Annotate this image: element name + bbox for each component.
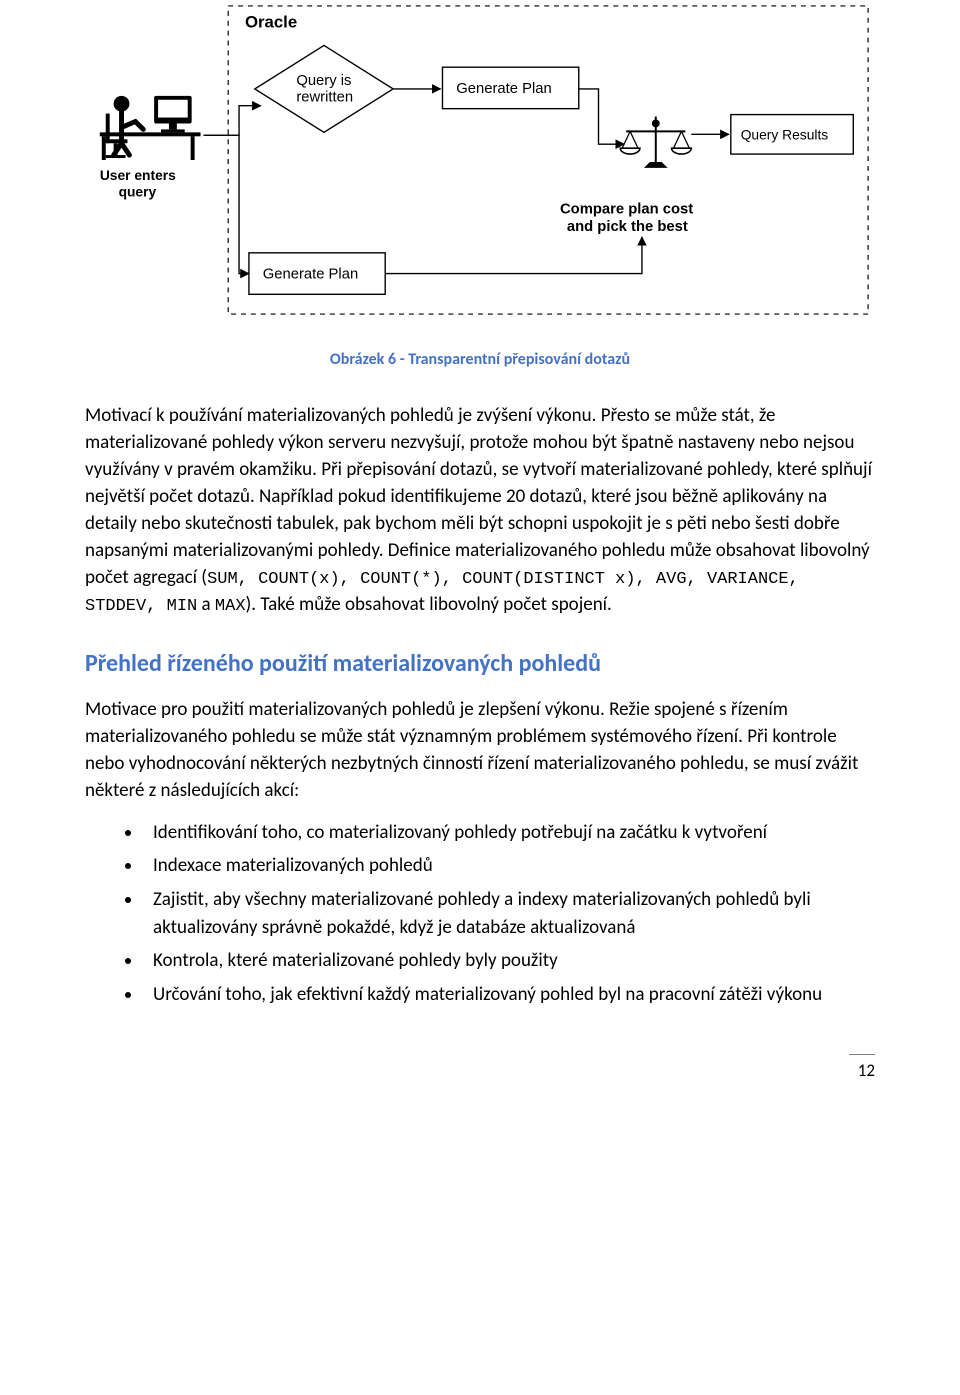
user-icon bbox=[100, 96, 201, 160]
svg-text:rewritten: rewritten bbox=[296, 90, 353, 106]
box-generate-plan-bottom: Generate Plan bbox=[249, 253, 385, 294]
figure-caption: Obrázek 6 - Transparentní přepisování do… bbox=[85, 350, 875, 369]
section-heading: Přehled řízeného použití materializovaný… bbox=[85, 649, 875, 678]
box-generate-plan-top: Generate Plan bbox=[442, 67, 578, 108]
paragraph-2: Motivace pro použití materializovaných p… bbox=[85, 697, 875, 805]
para1-suffix: ). Také může obsahovat libovolný počet s… bbox=[246, 593, 612, 616]
svg-text:Generate Plan: Generate Plan bbox=[456, 81, 551, 97]
compare-label-2: and pick the best bbox=[567, 219, 688, 235]
svg-text:Query is: Query is bbox=[296, 73, 351, 89]
list-item: Určování toho, jak efektivní každý mater… bbox=[143, 981, 875, 1009]
document-page: Oracle Use bbox=[0, 0, 960, 1154]
list-item: Indexace materializovaných pohledů bbox=[143, 852, 875, 880]
compare-label-1: Compare plan cost bbox=[560, 201, 693, 217]
para1-mid: a bbox=[197, 593, 215, 616]
footer-rule bbox=[849, 1054, 875, 1055]
diamond-query-rewritten: Query is rewritten bbox=[255, 45, 393, 132]
scales-icon bbox=[620, 117, 691, 168]
paragraph-1: Motivací k používání materializovaných p… bbox=[85, 403, 875, 619]
page-footer: 12 bbox=[85, 1054, 875, 1094]
list-item: Zajistit, aby všechny materializované po… bbox=[143, 886, 875, 941]
box-query-results: Query Results bbox=[731, 115, 853, 154]
diagram-container: Oracle Use bbox=[85, 0, 875, 322]
para1-code2: MAX bbox=[215, 597, 246, 616]
user-label-1: User enters bbox=[100, 167, 176, 183]
page-number: 12 bbox=[858, 1060, 875, 1081]
user-label-2: query bbox=[119, 184, 157, 200]
flowchart-svg: Oracle Use bbox=[85, 0, 875, 322]
list-item: Identifikování toho, co materializovaný … bbox=[143, 819, 875, 847]
bullet-list: Identifikování toho, co materializovaný … bbox=[85, 819, 875, 1008]
svg-text:Generate Plan: Generate Plan bbox=[263, 267, 358, 283]
svg-text:Query Results: Query Results bbox=[741, 126, 829, 142]
list-item: Kontrola, které materializované pohledy … bbox=[143, 947, 875, 975]
oracle-label: Oracle bbox=[245, 13, 297, 32]
para1-text-prefix: Motivací k používání materializovaných p… bbox=[85, 404, 872, 589]
